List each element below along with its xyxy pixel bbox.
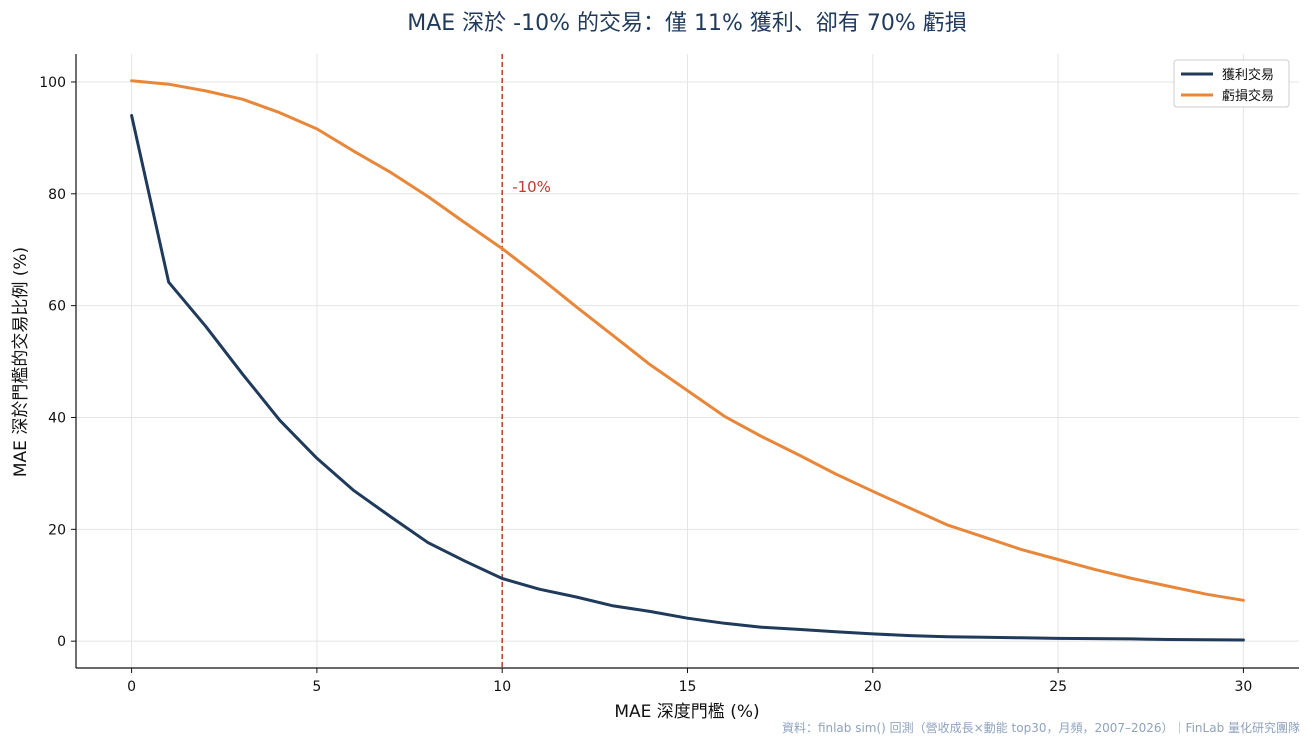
source-note: 資料：finlab sim() 回測（營收成長×動能 top30，月頻，2007… bbox=[782, 720, 1300, 735]
series-group bbox=[130, 79, 1245, 642]
legend-label-loss: 虧損交易 bbox=[1222, 88, 1274, 104]
grid bbox=[76, 54, 1299, 668]
y-tick-label: 20 bbox=[48, 522, 66, 538]
x-axis-label: MAE 深度門檻 (%) bbox=[614, 702, 759, 722]
x-tick-label: 0 bbox=[127, 679, 136, 695]
x-tick-label: 30 bbox=[1234, 679, 1252, 695]
y-tick-label: 100 bbox=[39, 75, 66, 91]
legend-label-profit: 獲利交易 bbox=[1222, 67, 1274, 83]
y-axis-label: MAE 深於門檻的交易比例 (%) bbox=[11, 247, 31, 477]
threshold-annotation: -10% bbox=[512, 178, 551, 196]
series-line-profit bbox=[130, 114, 1245, 642]
x-tick-label: 5 bbox=[312, 679, 321, 695]
y-tick-label: 60 bbox=[48, 299, 66, 315]
chart-title: MAE 深於 -10% 的交易：僅 11% 獲利、卻有 70% 虧損 bbox=[407, 11, 967, 36]
ticks: 0 5 10 15 20 25 30 0 20 40 60 80 100 bbox=[39, 75, 1252, 695]
legend: 獲利交易 虧損交易 bbox=[1173, 59, 1290, 108]
y-tick-label: 80 bbox=[48, 187, 66, 203]
x-tick-label: 15 bbox=[679, 679, 697, 695]
x-tick-label: 25 bbox=[1049, 679, 1067, 695]
x-tick-label: 20 bbox=[864, 679, 882, 695]
y-tick-label: 0 bbox=[57, 634, 66, 650]
series-line-loss bbox=[130, 79, 1245, 602]
x-tick-label: 10 bbox=[493, 679, 511, 695]
y-tick-label: 40 bbox=[48, 410, 66, 426]
